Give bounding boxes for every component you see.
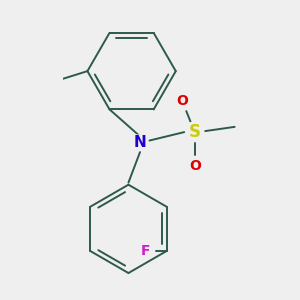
Text: O: O xyxy=(176,94,188,108)
Text: F: F xyxy=(141,244,150,258)
Text: O: O xyxy=(189,159,201,173)
Text: N: N xyxy=(134,135,146,150)
Text: S: S xyxy=(189,123,201,141)
